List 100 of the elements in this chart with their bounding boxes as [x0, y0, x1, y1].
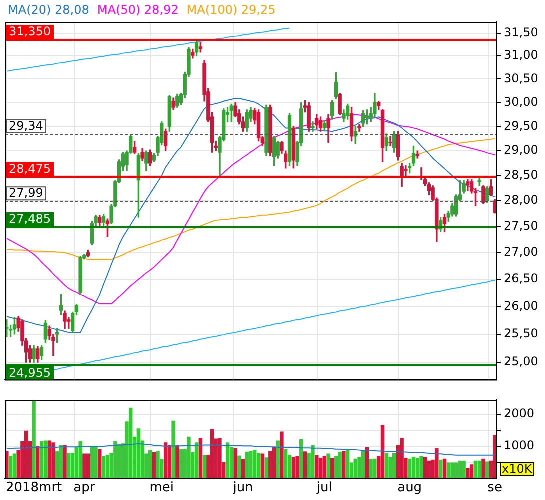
- bar: [346, 450, 350, 478]
- bar: [136, 428, 140, 478]
- bar: [322, 456, 326, 478]
- bar: [63, 446, 67, 478]
- ref-line-label: 28,475: [9, 162, 51, 176]
- bar: [90, 446, 94, 478]
- bar: [256, 453, 261, 478]
- bar: [198, 438, 202, 478]
- x-tick-label: aug: [398, 480, 422, 496]
- bar: [450, 462, 454, 478]
- bar: [438, 460, 443, 478]
- bar: [264, 458, 268, 478]
- bar: [300, 439, 304, 478]
- bar: [106, 455, 110, 478]
- y-tick-label: 26,00: [504, 298, 538, 313]
- y-tick-label: 2000: [504, 406, 535, 421]
- text: MA(50) 28,92: [97, 3, 179, 17]
- bar: [117, 444, 122, 478]
- bar: [330, 458, 334, 478]
- bar: [253, 450, 257, 478]
- bar: [218, 438, 222, 478]
- candlestick: [388, 136, 392, 147]
- bar: [234, 448, 238, 478]
- text: MA(100) 29,25: [186, 3, 276, 17]
- bar: [168, 446, 172, 478]
- bar: [416, 458, 420, 478]
- bar: [86, 454, 90, 478]
- bar: [148, 450, 152, 478]
- bar: [226, 442, 230, 478]
- bar: [59, 446, 64, 478]
- y-tick-label: 25,50: [504, 326, 538, 341]
- bar: [8, 456, 13, 478]
- x-tick-label: jun: [232, 480, 254, 496]
- bar: [78, 441, 82, 478]
- x-tick-label: mei: [150, 480, 174, 496]
- candlestick: [358, 124, 362, 132]
- bar: [179, 449, 184, 478]
- bar: [44, 440, 48, 478]
- x-tick-label: jul: [316, 480, 332, 496]
- x-tick-label: se: [488, 480, 502, 496]
- bar: [392, 453, 396, 478]
- bar: [400, 438, 404, 478]
- y-tick-label: 25,00: [504, 354, 538, 369]
- bar: [276, 440, 280, 478]
- y-tick-label: 30,00: [504, 94, 538, 109]
- bar: [24, 430, 28, 478]
- bar: [454, 462, 458, 478]
- bar: [380, 425, 385, 478]
- x-tick-label: 2018mrt: [6, 480, 62, 496]
- bar: [156, 451, 160, 478]
- bar: [12, 454, 17, 478]
- y-tick-label: 28,50: [504, 168, 538, 182]
- bar: [40, 441, 44, 478]
- bar: [303, 452, 308, 478]
- y-tick-label: 28,00: [504, 193, 538, 208]
- bar: [284, 449, 288, 478]
- bar: [36, 446, 40, 478]
- candlestick: [404, 166, 408, 176]
- bar: [482, 458, 486, 478]
- bar: [176, 446, 180, 478]
- bar: [260, 454, 264, 478]
- bar: [420, 456, 424, 478]
- bar: [470, 464, 474, 478]
- y-tick-label: 27,50: [504, 218, 538, 233]
- bar: [334, 456, 338, 478]
- bar: [362, 451, 366, 478]
- bar: [311, 446, 315, 478]
- bar: [373, 458, 377, 478]
- bar: [241, 459, 246, 478]
- bar: [384, 453, 388, 478]
- ref-line-label: 31,350: [9, 24, 51, 39]
- y-tick-label: 29,00: [504, 143, 538, 158]
- bar: [152, 452, 156, 478]
- bar: [82, 454, 86, 478]
- bar: [210, 429, 214, 478]
- bar: [245, 452, 249, 478]
- bar: [32, 400, 36, 478]
- bar: [129, 408, 133, 478]
- bar: [238, 456, 242, 478]
- bar: [202, 455, 206, 478]
- y-tick-label: 1000: [504, 438, 535, 453]
- bar: [114, 441, 118, 478]
- ref-line-label: 27,99: [9, 186, 44, 200]
- candlestick: [311, 122, 315, 132]
- bar: [280, 432, 284, 478]
- bar: [268, 451, 272, 478]
- bar: [48, 440, 52, 478]
- y-tick-label: 27,00: [504, 245, 538, 260]
- bar: [474, 460, 478, 478]
- bar: [187, 436, 191, 478]
- bar: [427, 460, 432, 478]
- y-tick-label: 31,00: [504, 48, 538, 62]
- ref-line-label: 24,955: [9, 366, 51, 380]
- bar: [424, 457, 428, 478]
- bar: [67, 453, 71, 478]
- bar: [342, 451, 346, 478]
- bar: [315, 455, 319, 478]
- bar: [94, 446, 98, 478]
- candlestick: [67, 317, 71, 330]
- bar: [102, 456, 106, 478]
